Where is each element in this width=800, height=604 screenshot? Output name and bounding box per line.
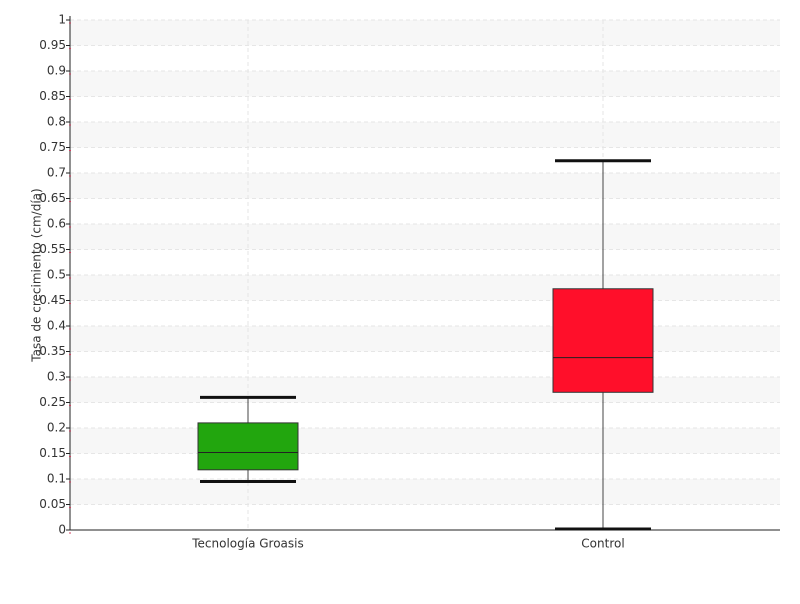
grid-band (70, 275, 780, 301)
box (552, 288, 654, 393)
grid-band (70, 479, 780, 505)
y-tick-label: 0.3 (47, 370, 66, 384)
box-group (552, 159, 654, 531)
y-tick-label: 0.85 (39, 89, 66, 103)
box (197, 422, 299, 471)
y-tick-label: 0.65 (39, 191, 66, 205)
grid-band (70, 173, 780, 199)
x-tick-label: Tecnología Groasis (191, 537, 304, 551)
y-tick-label: 0.2 (47, 421, 66, 435)
y-axis-label: Tasa de crecimiento (cm/día) (30, 188, 44, 362)
y-tick-label: 0.75 (39, 140, 66, 154)
background-bands (70, 20, 780, 505)
y-tick-label: 0.9 (47, 64, 66, 78)
grid-band (70, 377, 780, 403)
grid-band (70, 428, 780, 454)
y-tick-label: 0.35 (39, 344, 66, 358)
box-group (197, 395, 299, 484)
y-axis-ticks: 0 0.05 0.1 0.15 0.2 0.25 0.3 0.35 0.4 0.45 0.5 0.55… (39, 13, 71, 537)
grid-band (70, 20, 780, 46)
grid-band (70, 224, 780, 250)
y-tick-label: 0.6 (47, 217, 66, 231)
grid-band (70, 122, 780, 148)
y-tick-label: 0.8 (47, 115, 66, 129)
y-tick-label: 0.7 (47, 166, 66, 180)
y-tick-label: 0.55 (39, 242, 66, 256)
axes (69, 16, 780, 531)
y-tick-label: 0.45 (39, 293, 66, 307)
y-tick-label: 0.25 (39, 395, 66, 409)
grid-band (70, 71, 780, 97)
grid-band (70, 326, 780, 352)
y-tick-label: 0.5 (47, 268, 66, 282)
y-tick-label: 0.05 (39, 497, 66, 511)
boxes (197, 159, 654, 531)
x-axis-ticks: Tecnología Groasis Control (191, 537, 624, 551)
y-tick-label: 1 (58, 13, 66, 27)
y-tick-label: 0.15 (39, 446, 66, 460)
y-tick-label: 0.95 (39, 38, 66, 52)
y-tick-label: 0.1 (47, 472, 66, 486)
x-tick-label: Control (581, 537, 624, 551)
horizontal-gridlines (70, 19, 780, 505)
y-tick-label: 0 (58, 523, 66, 537)
y-tick-label: 0.4 (47, 319, 66, 333)
